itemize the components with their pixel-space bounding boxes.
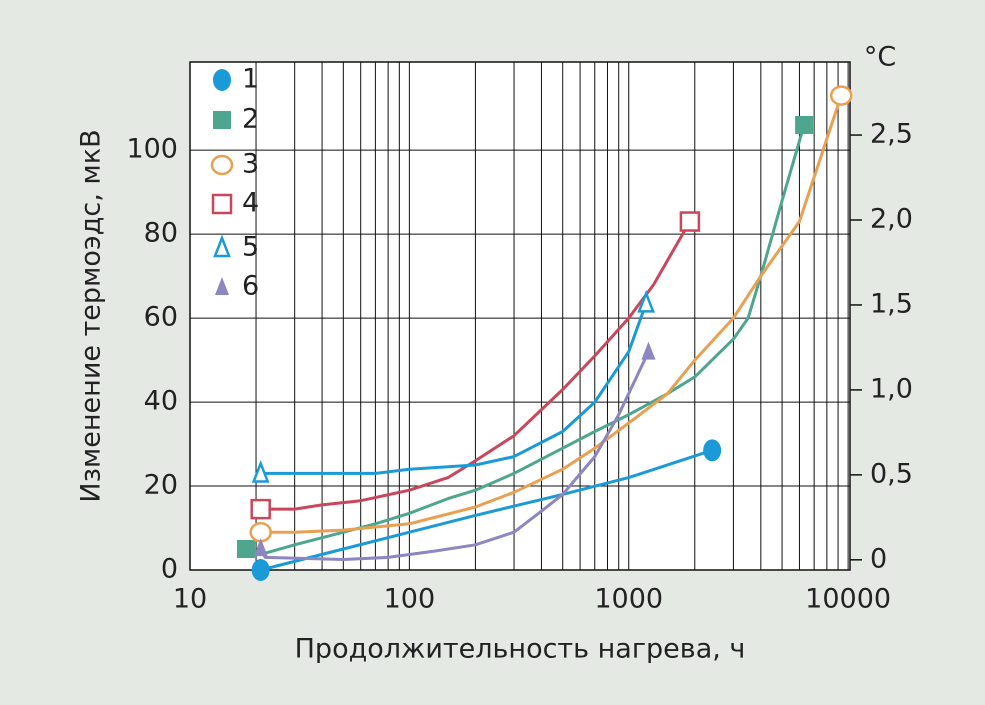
y2-tick-label: 2,0 [870,204,913,235]
marker [213,234,231,258]
series-line [260,220,692,511]
marker [236,540,255,559]
x-axis-label: Продолжительность нагрева, ч [295,634,746,665]
legend-item: 5 [213,232,259,263]
marker [210,154,234,176]
y2-axis-label: °C [864,42,896,73]
marker [253,538,268,557]
legend-item: 2 [213,104,259,135]
marker [703,439,722,462]
marker [637,289,655,313]
legend-label: 5 [242,232,259,263]
y2-tick-label: 0 [870,543,887,574]
y2-tick-label: 0,5 [870,458,913,489]
x-tick-label: 10000 [805,584,891,615]
legend-label: 2 [242,104,259,135]
y2-tick-label: 2,5 [870,119,913,150]
plot-area [190,62,850,570]
legend-item: 1 [213,64,259,95]
marker [795,115,814,134]
y2-tick-label: 1,0 [870,373,913,404]
series-line [245,124,806,555]
y-tick-label: 60 [144,302,178,333]
series-line [260,302,648,475]
legend-label: 3 [242,149,259,180]
legend-label: 4 [242,188,259,219]
marker [211,193,233,215]
marker [213,69,231,91]
y2-tick-label: 1,5 [870,288,913,319]
series-line [260,95,843,534]
marker [641,341,656,360]
legend-item: 6 [215,271,259,302]
legend-label: 1 [242,64,259,95]
legend-label: 6 [242,271,259,302]
marker [829,85,853,106]
series-line [259,351,650,561]
x-tick-label: 100 [384,584,436,615]
x-tick-label: 10 [173,584,207,615]
y-tick-label: 20 [144,470,178,501]
y-tick-label: 0 [161,554,178,585]
legend-item: 3 [210,149,259,180]
series-line [260,448,713,572]
x-tick-label: 1000 [594,584,663,615]
marker [251,559,270,581]
marker [215,277,229,295]
plot-border [189,61,851,571]
marker [251,459,270,483]
y-axis-label: Изменение термоэдс, мкВ [76,129,107,502]
marker [679,211,701,232]
y-tick-label: 40 [144,386,178,417]
legend-item: 4 [211,188,259,219]
y-tick-label: 80 [144,218,178,249]
marker [213,111,231,129]
marker [250,498,271,520]
y-tick-label: 100 [126,134,178,165]
